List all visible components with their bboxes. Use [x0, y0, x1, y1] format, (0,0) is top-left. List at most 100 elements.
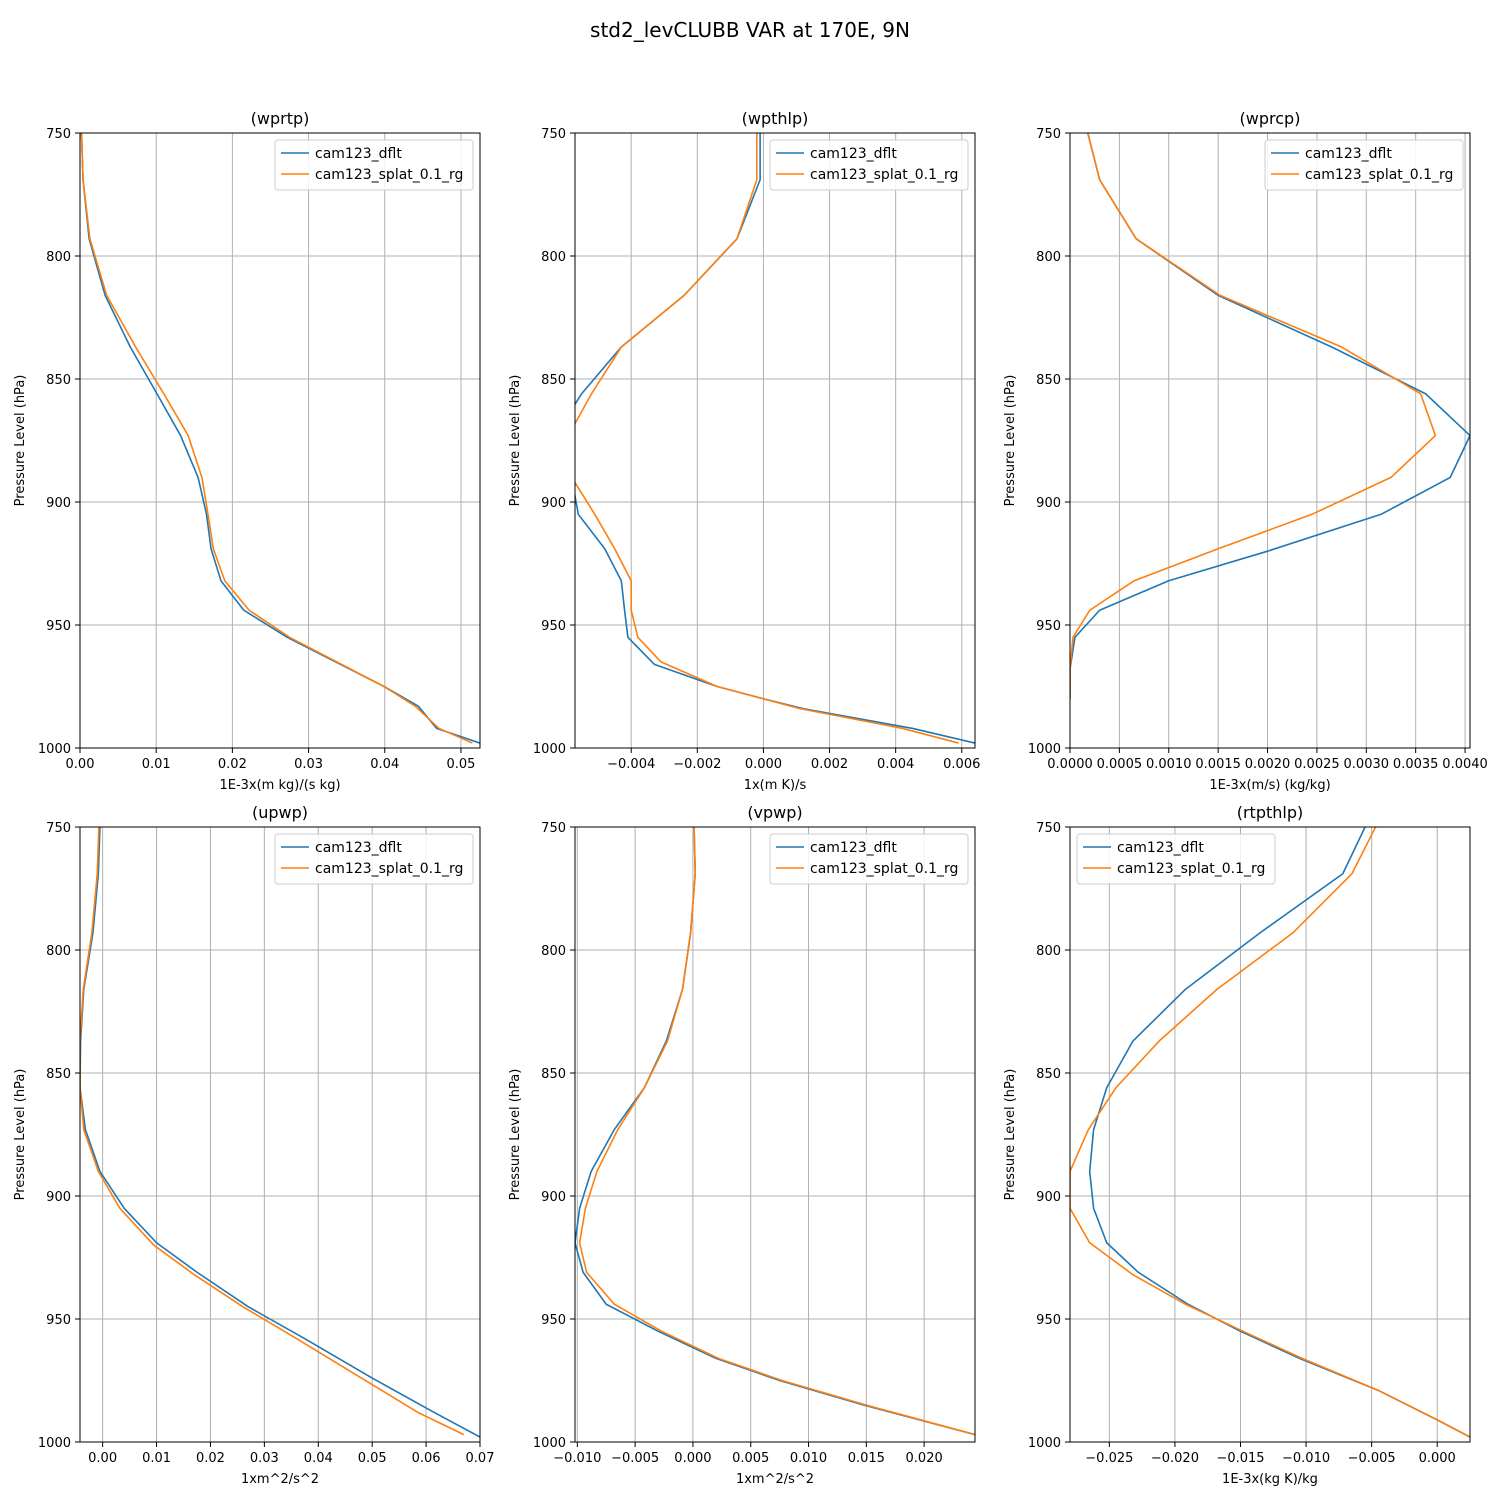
legend-label: cam123_dflt	[315, 840, 402, 856]
series-line-dflt	[80, 827, 480, 1438]
legend-label: cam123_dflt	[315, 146, 402, 162]
x-tick-label: 0.0020	[1245, 757, 1291, 772]
x-tick-label: 0.000	[745, 757, 782, 772]
x-axis-label: 1E-3x(kg K)/kg	[1222, 1472, 1318, 1487]
x-tick-label: 0.0010	[1146, 757, 1192, 772]
x-tick-label: 0.01	[142, 757, 171, 772]
legend: cam123_dflt cam123_splat_0.1_rg	[274, 833, 474, 885]
series-line-splat	[575, 133, 959, 744]
x-tick-label: −0.010	[1282, 1451, 1330, 1466]
legend-box	[274, 833, 474, 885]
chart-upwp: (upwp) 0.00 0.01 0.02 0.03 0.04 0.05 0.06 0.07 75…	[13, 803, 494, 1487]
series-line-splat	[1070, 827, 1470, 1438]
y-tick-label: 800	[1036, 250, 1061, 265]
x-tick-label: 0.005	[732, 1451, 769, 1466]
y-axis-label: Pressure Level (hPa)	[13, 1069, 28, 1201]
legend-label: cam123_dflt	[1117, 840, 1204, 856]
y-tick-label: 950	[541, 619, 566, 634]
y-tick-label: 800	[46, 944, 71, 959]
x-tick-label: 0.000	[674, 1451, 711, 1466]
legend-label: cam123_splat_0.1_rg	[810, 861, 958, 877]
legend: cam123_dflt cam123_splat_0.1_rg	[1264, 139, 1464, 191]
axes-frame	[574, 132, 976, 749]
y-tick-label: 1000	[38, 1436, 71, 1451]
y-tick-label: 1000	[533, 1436, 566, 1451]
x-tick-label: 0.006	[943, 757, 980, 772]
y-axis-label: Pressure Level (hPa)	[13, 375, 28, 507]
x-tick-label: 0.004	[877, 757, 914, 772]
x-tick-label: 0.01	[142, 1451, 171, 1466]
x-axis-label: 1xm^2/s^2	[736, 1472, 814, 1487]
y-tick-label: 900	[541, 1190, 566, 1205]
y-tick-label: 850	[1036, 1067, 1061, 1082]
x-tick-label: −0.002	[673, 757, 721, 772]
axes-frame	[1069, 132, 1471, 749]
x-tick-label: 0.05	[358, 1451, 387, 1466]
y-tick-label: 1000	[1028, 1436, 1061, 1451]
legend-label: cam123_splat_0.1_rg	[810, 167, 958, 183]
legend-label: cam123_dflt	[1305, 146, 1392, 162]
axes-frame	[79, 826, 481, 1443]
y-tick-label: 750	[46, 821, 71, 836]
x-tick-label: 0.0030	[1344, 757, 1390, 772]
series-line-splat	[578, 827, 975, 1436]
x-tick-label: 0.07	[466, 1451, 495, 1466]
panel-title: (wprtp)	[251, 109, 310, 128]
legend-box	[274, 139, 474, 191]
y-tick-label: 900	[1036, 1190, 1061, 1205]
x-tick-label: −0.004	[607, 757, 655, 772]
x-tick-label: 0.02	[196, 1451, 225, 1466]
x-tick-label: 0.0015	[1195, 757, 1241, 772]
axes-frame	[574, 826, 976, 1443]
x-tick-label: 0.0035	[1393, 757, 1439, 772]
panel-title: (wprcp)	[1240, 109, 1301, 128]
legend-box	[1076, 833, 1276, 885]
chart-vpwp: (vpwp) −0.010 −0.005 0.000 0.005 0.010 0.015 0.…	[508, 803, 976, 1487]
legend-box	[769, 833, 969, 885]
x-tick-label: 0.06	[412, 1451, 441, 1466]
legend-label: cam123_dflt	[810, 146, 897, 162]
x-tick-label: 0.000	[1419, 1451, 1456, 1466]
x-tick-label: 0.0000	[1047, 757, 1093, 772]
y-tick-label: 1000	[1028, 742, 1061, 757]
y-tick-label: 950	[541, 1313, 566, 1328]
x-tick-label: 0.0005	[1097, 757, 1143, 772]
y-tick-label: 750	[541, 821, 566, 836]
x-tick-label: −0.020	[1151, 1451, 1199, 1466]
y-tick-label: 850	[541, 1067, 566, 1082]
x-axis-label: 1xm^2/s^2	[241, 1472, 319, 1487]
x-tick-label: 0.03	[250, 1451, 279, 1466]
x-tick-label: 0.02	[218, 757, 247, 772]
series-line-splat	[80, 827, 465, 1436]
series-line-splat	[1070, 133, 1437, 699]
x-axis-label: 1x(m K)/s	[744, 778, 807, 793]
chart-wpthlp: (wpthlp) −0.004 −0.002 0.000 0.002 0.004 0.006…	[508, 109, 980, 793]
x-tick-label: 0.020	[906, 1451, 943, 1466]
series-line-splat	[80, 133, 473, 744]
legend-label: cam123_splat_0.1_rg	[1305, 167, 1453, 183]
y-tick-label: 800	[541, 250, 566, 265]
chart-wprcp: (wprcp) 0.0000 0.0005 0.0010 0.0015 0.0020 0.0…	[1003, 109, 1488, 793]
panel-title: (vpwp)	[747, 803, 802, 822]
axes-frame	[79, 132, 481, 749]
y-tick-label: 750	[1036, 127, 1061, 142]
x-tick-label: 0.00	[66, 757, 95, 772]
legend: cam123_dflt cam123_splat_0.1_rg	[769, 139, 969, 191]
y-tick-label: 950	[46, 1313, 71, 1328]
x-tick-label: −0.005	[1348, 1451, 1396, 1466]
legend: cam123_dflt cam123_splat_0.1_rg	[274, 139, 474, 191]
y-tick-label: 800	[1036, 944, 1061, 959]
chart-rtpthlp: (rtpthlp) −0.025 −0.020 −0.015 −0.010 −0.005 0…	[1003, 803, 1471, 1487]
y-tick-label: 800	[541, 944, 566, 959]
y-axis-label: Pressure Level (hPa)	[508, 375, 523, 507]
x-tick-label: −0.010	[553, 1451, 601, 1466]
x-tick-label: −0.025	[1085, 1451, 1133, 1466]
y-tick-label: 750	[46, 127, 71, 142]
legend: cam123_dflt cam123_splat_0.1_rg	[1076, 833, 1276, 885]
x-axis-label: 1E-3x(m/s) (kg/kg)	[1209, 778, 1330, 793]
panel-title: (wpthlp)	[742, 109, 809, 128]
y-tick-label: 850	[1036, 373, 1061, 388]
y-tick-label: 850	[46, 1067, 71, 1082]
y-tick-label: 750	[541, 127, 566, 142]
legend: cam123_dflt cam123_splat_0.1_rg	[769, 833, 969, 885]
